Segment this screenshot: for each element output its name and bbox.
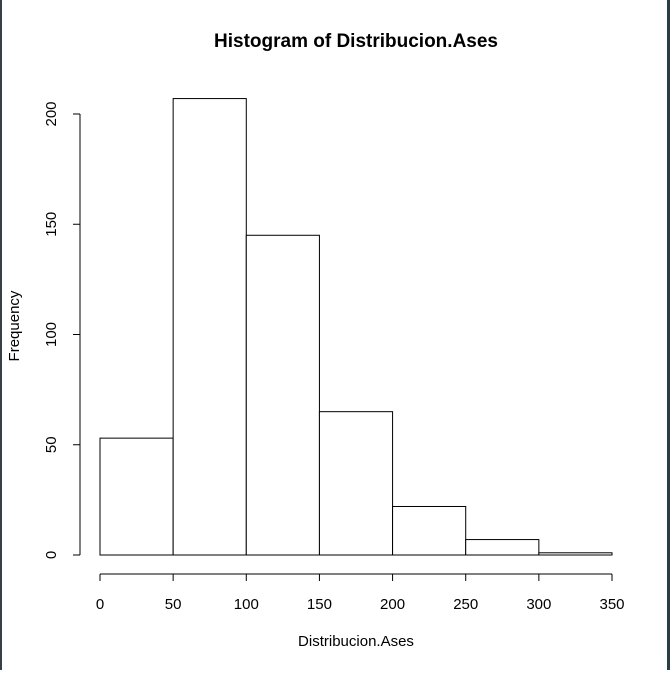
x-tick-label-0: 0 — [96, 596, 104, 613]
x-tick-label-4: 200 — [380, 596, 405, 613]
x-axis: 0 50 100 150 200 250 300 350 — [96, 573, 625, 613]
x-tick-label-7: 350 — [599, 596, 624, 613]
histogram-bar-4 — [392, 505, 467, 556]
x-axis-label: Distribucion.Ases — [298, 633, 414, 650]
x-tick-label-2: 100 — [234, 596, 259, 613]
bars-group — [99, 98, 613, 556]
histogram-bar-0 — [99, 437, 174, 556]
window-edge-left — [0, 0, 2, 670]
x-tick-label-3: 150 — [307, 596, 332, 613]
x-tick-label-5: 250 — [453, 596, 478, 613]
y-tick-label-3: 150 — [43, 212, 60, 237]
x-tick-label-6: 300 — [526, 596, 551, 613]
histogram-bar-1 — [172, 98, 247, 556]
histogram-bar-6 — [538, 552, 613, 556]
histogram-bar-2 — [245, 234, 320, 556]
y-tick-label-4: 200 — [43, 101, 60, 126]
y-tick-label-2: 100 — [43, 322, 60, 347]
window-edge-right — [667, 0, 670, 670]
x-tick-label-1: 50 — [165, 596, 182, 613]
y-tick-label-1: 50 — [43, 436, 60, 453]
chart-title: Histogram of Distribucion.Ases — [214, 31, 498, 52]
histogram-bar-5 — [465, 539, 540, 556]
y-tick-label-0: 0 — [43, 551, 60, 559]
y-axis: 0 50 100 150 200 — [43, 101, 81, 559]
histogram-bar-3 — [318, 411, 394, 556]
y-axis-label: Frequency — [6, 290, 23, 361]
